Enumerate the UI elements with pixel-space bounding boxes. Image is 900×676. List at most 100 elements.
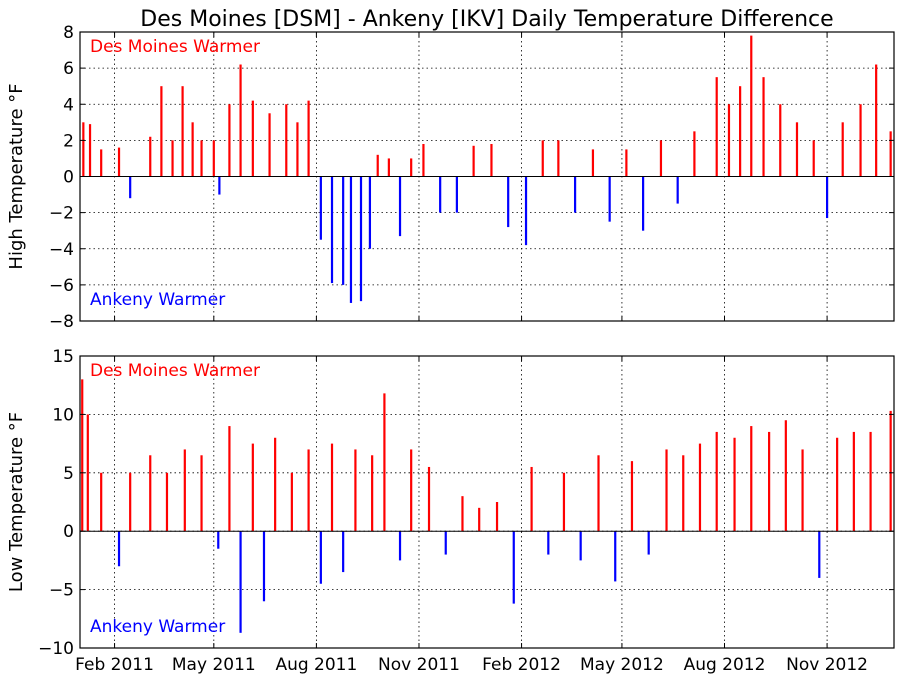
low-bar bbox=[251, 443, 254, 532]
low-bar bbox=[889, 410, 892, 532]
low-bar bbox=[547, 531, 550, 555]
low-bar bbox=[290, 472, 293, 532]
low-y-tick-label: 0 bbox=[63, 522, 74, 542]
high-y-tick-label: 2 bbox=[63, 131, 74, 151]
high-bar bbox=[659, 140, 663, 177]
high-bar bbox=[376, 154, 379, 177]
high-bar bbox=[171, 140, 174, 177]
low-bar bbox=[100, 472, 103, 532]
low-bar bbox=[579, 531, 582, 561]
low-bar bbox=[410, 449, 413, 532]
high-bar bbox=[410, 158, 413, 177]
high-bar bbox=[524, 176, 528, 246]
high-bar bbox=[439, 176, 442, 213]
low-bar bbox=[597, 455, 600, 532]
low-x-tick-label: Feb 2012 bbox=[482, 655, 561, 675]
high-y-tick-label: 0 bbox=[63, 168, 74, 188]
high-bar bbox=[727, 104, 731, 177]
high-bar bbox=[200, 140, 203, 177]
high-bar bbox=[319, 176, 322, 240]
figure-title: Des Moines [DSM] - Ankeny [IKV] Daily Te… bbox=[140, 7, 833, 32]
high-bar bbox=[296, 122, 299, 177]
high-bar bbox=[342, 176, 345, 285]
low-bar bbox=[149, 455, 152, 532]
low-bar bbox=[562, 472, 566, 532]
low-bar bbox=[801, 449, 804, 532]
high-bar bbox=[251, 100, 254, 177]
high-bar bbox=[739, 86, 742, 177]
high-bar bbox=[191, 122, 194, 177]
high-bar bbox=[676, 176, 679, 204]
low-bar bbox=[698, 443, 702, 532]
high-y-tick-label: −2 bbox=[49, 204, 74, 224]
low-bar bbox=[228, 426, 231, 532]
low-y-tick-label: 10 bbox=[52, 405, 74, 425]
high-bar bbox=[359, 176, 363, 302]
high-bar bbox=[762, 77, 765, 177]
high-bar bbox=[795, 122, 799, 177]
high-ankeny-warmer-label: Ankeny Warmer bbox=[90, 290, 225, 310]
low-bar bbox=[371, 455, 374, 532]
low-bar bbox=[165, 472, 169, 532]
low-bar bbox=[262, 531, 266, 602]
low-x-tick-label: Feb 2011 bbox=[75, 655, 154, 675]
high-bar bbox=[181, 86, 184, 177]
high-y-tick-label: −4 bbox=[49, 240, 74, 260]
low-bar bbox=[307, 449, 310, 532]
low-bar bbox=[461, 496, 464, 532]
low-x-tick-label: Aug 2012 bbox=[684, 655, 766, 675]
high-bar bbox=[608, 176, 611, 222]
low-x-tick-label: May 2011 bbox=[172, 655, 256, 675]
high-bar bbox=[285, 104, 288, 177]
high-bar bbox=[398, 176, 402, 237]
low-y-axis-label: Low Temperature °F bbox=[6, 412, 27, 592]
high-bar bbox=[228, 104, 231, 177]
low-bar bbox=[398, 531, 402, 561]
low-bar bbox=[750, 426, 753, 532]
low-bar bbox=[129, 472, 132, 532]
high-bar bbox=[779, 104, 782, 177]
low-bar bbox=[530, 466, 533, 532]
low-bar bbox=[427, 466, 431, 532]
high-bar bbox=[387, 158, 390, 177]
high-bar bbox=[212, 140, 215, 177]
high-y-tick-label: 8 bbox=[63, 23, 74, 43]
low-bar bbox=[665, 449, 668, 532]
low-bar bbox=[117, 531, 121, 567]
high-temperature-panel: −8 −6 −4 −2 0 2 4 6 8 High Temperature °F Des Moin… bbox=[6, 23, 895, 332]
high-bar bbox=[541, 140, 544, 177]
high-bar bbox=[693, 131, 696, 177]
high-bar bbox=[859, 104, 862, 177]
low-bar bbox=[239, 531, 242, 633]
low-bar bbox=[495, 502, 499, 532]
high-des-moines-warmer-label: Des Moines Warmer bbox=[90, 37, 260, 57]
high-bar bbox=[455, 176, 458, 213]
high-bar bbox=[750, 35, 753, 177]
low-bar bbox=[183, 449, 186, 532]
high-bar bbox=[307, 100, 310, 177]
low-bar bbox=[217, 531, 220, 549]
low-bar bbox=[342, 531, 345, 573]
low-bar bbox=[444, 531, 447, 555]
high-bar bbox=[875, 64, 878, 177]
high-bar bbox=[268, 113, 271, 177]
high-bar bbox=[472, 145, 475, 177]
low-bar bbox=[630, 461, 634, 532]
low-bar bbox=[818, 531, 821, 578]
low-bar bbox=[478, 507, 481, 532]
low-des-moines-warmer-label: Des Moines Warmer bbox=[90, 361, 260, 381]
high-y-tick-label: −8 bbox=[49, 312, 74, 332]
high-bar bbox=[149, 136, 152, 177]
high-bar bbox=[625, 149, 628, 177]
low-bar bbox=[319, 531, 322, 584]
high-bar bbox=[422, 143, 425, 177]
low-axes-frame bbox=[79, 355, 895, 649]
high-bar bbox=[557, 140, 560, 177]
low-y-tick-label: 5 bbox=[63, 464, 74, 484]
low-bar bbox=[330, 443, 334, 532]
high-bar bbox=[100, 149, 103, 177]
high-bar bbox=[841, 122, 844, 177]
high-bar bbox=[88, 124, 92, 177]
